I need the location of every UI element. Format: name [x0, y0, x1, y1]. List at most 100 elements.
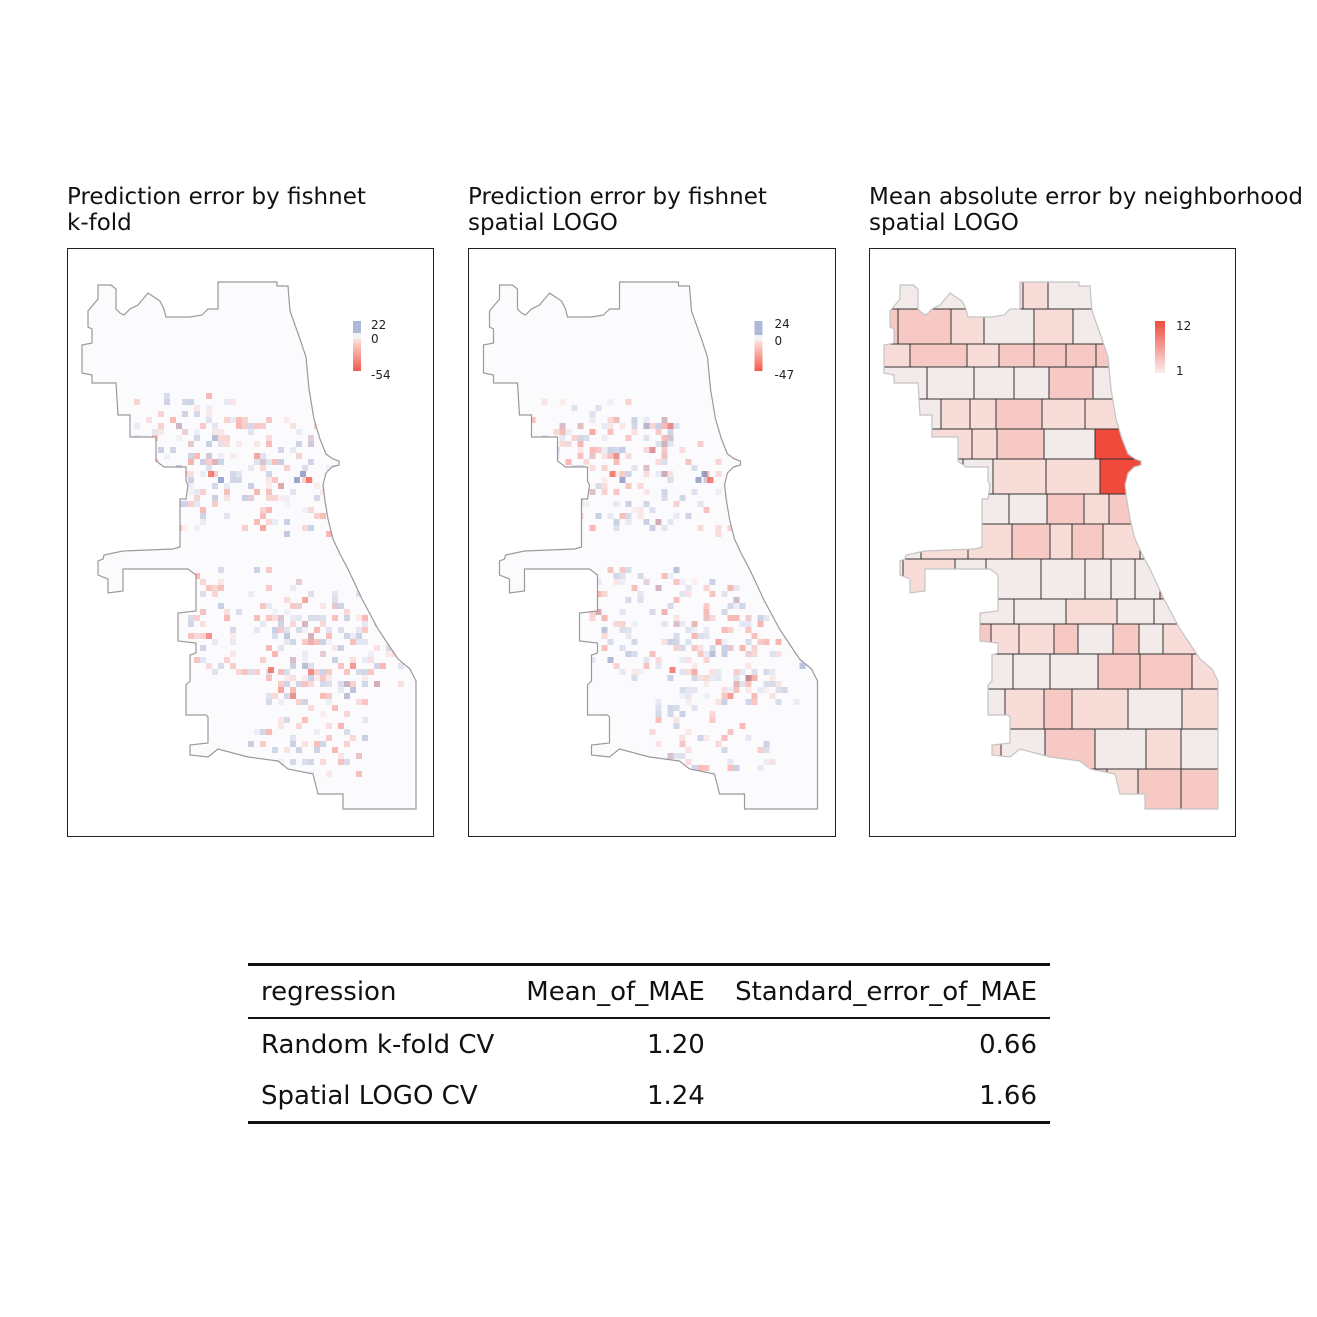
error-cell	[691, 663, 698, 669]
error-cell	[398, 663, 404, 669]
error-cell	[691, 669, 698, 675]
neighborhood-polygon	[1047, 282, 1105, 310]
error-cell	[266, 585, 272, 591]
error-cell	[727, 765, 734, 771]
error-cell	[350, 663, 356, 669]
city-outline	[883, 281, 1219, 810]
error-cell	[260, 621, 266, 627]
error-cell	[697, 525, 704, 531]
error-cell	[721, 735, 728, 741]
error-cell	[607, 657, 614, 663]
error-cell	[589, 411, 596, 417]
neighborhood-polygon	[949, 728, 1002, 770]
error-cell	[613, 501, 620, 507]
error-cell	[691, 645, 698, 651]
error-cell	[230, 471, 236, 477]
error-cell	[218, 459, 224, 465]
error-cell	[565, 441, 572, 447]
error-cell	[751, 507, 758, 513]
error-cell	[733, 597, 740, 603]
error-cell	[535, 447, 542, 453]
error-cell	[218, 435, 224, 441]
error-cell	[625, 483, 632, 489]
error-cell	[613, 579, 620, 585]
error-cell	[655, 741, 662, 747]
error-cell	[769, 675, 776, 681]
error-cell	[595, 609, 602, 615]
error-cell	[272, 615, 278, 621]
neighborhood-polygon	[1094, 728, 1147, 770]
error-cell	[278, 483, 284, 489]
error-cell	[248, 495, 254, 501]
error-cell	[188, 483, 194, 489]
error-cell	[206, 441, 212, 447]
neighborhood-polygon	[1083, 493, 1110, 525]
error-cell	[667, 423, 674, 429]
error-cell	[242, 669, 248, 675]
error-cell	[745, 663, 752, 669]
error-cell	[709, 651, 716, 657]
neighborhood-polygon	[897, 768, 933, 809]
neighborhood-polygon	[1099, 458, 1142, 495]
error-cell	[721, 651, 728, 657]
neighborhood-polygon	[1145, 728, 1182, 770]
error-cell	[230, 651, 236, 657]
error-cell	[685, 513, 692, 519]
map-title-line1: Mean absolute error by neighborhood	[869, 184, 1304, 210]
error-cell	[332, 597, 338, 603]
error-cell	[667, 519, 674, 525]
error-cell	[200, 423, 206, 429]
error-cell	[559, 423, 566, 429]
error-cell	[553, 471, 560, 477]
error-cell	[661, 453, 668, 459]
error-cell	[769, 651, 776, 657]
neighborhood-polygon	[1033, 308, 1074, 345]
error-cell	[619, 447, 626, 453]
error-cell	[368, 669, 374, 675]
neighborhood-polygon	[1041, 398, 1086, 430]
error-cell	[254, 423, 260, 429]
error-cell	[260, 459, 266, 465]
error-cell	[661, 441, 668, 447]
error-cell	[625, 651, 632, 657]
error-cell	[667, 477, 674, 483]
error-cell	[140, 435, 146, 441]
error-cell	[589, 429, 596, 435]
error-cell	[631, 585, 638, 591]
error-cell	[260, 453, 266, 459]
error-cell	[661, 609, 668, 615]
error-cell	[529, 417, 536, 423]
error-cell	[290, 657, 296, 663]
error-cell	[595, 483, 602, 489]
error-cell	[673, 615, 680, 621]
error-cell	[284, 747, 290, 753]
neighborhood-polygon	[1178, 493, 1206, 525]
error-cell	[296, 441, 302, 447]
error-cell	[685, 585, 692, 591]
error-cell	[691, 705, 698, 711]
error-cell	[613, 417, 620, 423]
error-cell	[607, 399, 614, 405]
error-cell	[278, 627, 284, 633]
error-cell	[188, 477, 194, 483]
error-cell	[200, 609, 206, 615]
error-cell	[667, 711, 674, 717]
legend-negative-swatch	[754, 341, 763, 371]
error-cell	[266, 615, 272, 621]
error-cell	[703, 585, 710, 591]
error-cell	[302, 657, 308, 663]
error-cell	[703, 675, 710, 681]
error-cell	[284, 669, 290, 675]
error-cell	[158, 411, 164, 417]
error-cell	[356, 753, 362, 759]
neighborhood-polygon	[926, 366, 975, 400]
error-cell	[673, 567, 680, 573]
error-cell	[727, 447, 734, 453]
error-cell	[296, 579, 302, 585]
error-cell	[649, 609, 656, 615]
error-cell	[344, 693, 350, 699]
neighborhood-polygon	[1043, 688, 1073, 730]
error-cell	[661, 417, 668, 423]
legend-positive-swatch	[754, 321, 763, 335]
error-cell	[625, 399, 632, 405]
